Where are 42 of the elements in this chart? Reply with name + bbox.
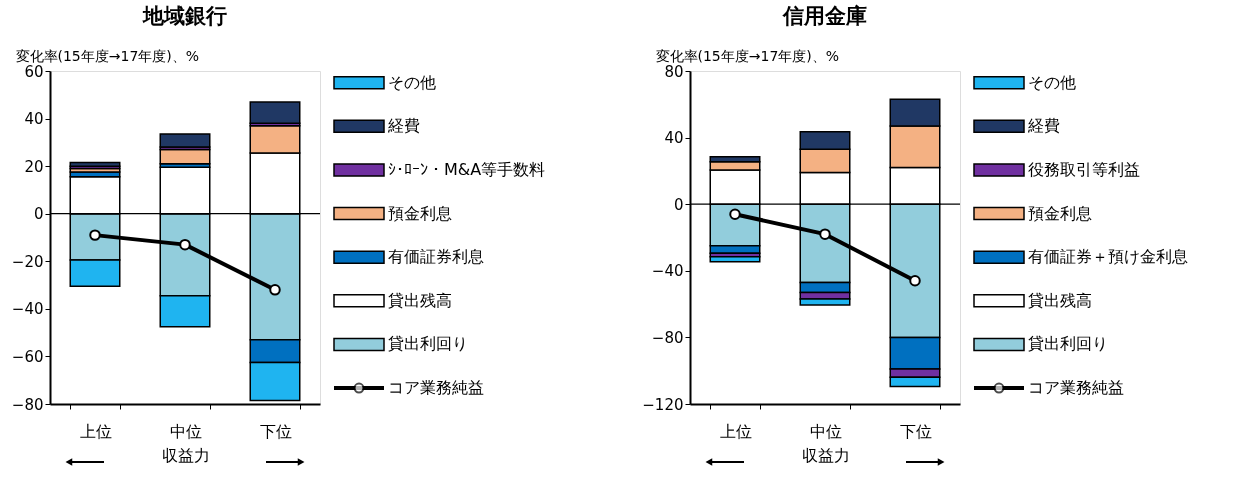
x-tick-label: 中位 [169,421,202,441]
legend-label: コア業務純益 [388,378,484,398]
x-tick-label: 上位 [79,421,112,441]
legend-label: 有価証券利息 [388,247,484,267]
legend-label: 役務取引等利益 [1028,159,1140,179]
y-tick-label: 40 [664,129,684,148]
y-tick-label: −80 [651,328,684,347]
y-tick-label: −80 [11,395,44,414]
chart-title: 地域銀行 [142,4,227,28]
x-tick-label: 上位 [719,421,752,441]
y-tick-label: −40 [651,262,684,281]
y-tick-label: 60 [24,62,44,81]
y-tick-label: 0 [33,205,44,224]
y-tick-label: 40 [24,110,44,129]
legend-label: 経費 [387,116,420,136]
x-tick-label: 下位 [899,421,932,441]
legend-label: ｼ･ﾛｰﾝ・M&A等手数料 [388,159,546,179]
legend-label: 貸出利回り [388,334,468,354]
y-tick-label: 80 [664,62,684,81]
y-tick-label: 0 [673,195,684,214]
legend-label: 預金利息 [388,203,452,223]
legend-label: 経費 [1027,116,1060,136]
x-axis-title: 収益力 [801,445,850,465]
legend-label: 貸出利回り [1028,334,1108,354]
chart-title: 信用金庫 [782,4,867,28]
legend-label: その他 [1028,72,1076,92]
x-tick-label: 中位 [809,421,842,441]
legend-label: 貸出残高 [388,290,452,310]
y-tick-label: −120 [642,395,684,414]
y-tick-label: −40 [11,300,44,319]
y-tick-label: −60 [11,347,44,366]
x-axis-title: 収益力 [161,445,210,465]
y-tick-label: 20 [24,157,44,176]
y-axis-title: 変化率(15年度→17年度)、% [655,47,840,64]
legend-label: コア業務純益 [1028,378,1124,398]
y-tick-label: −20 [11,252,44,271]
legend-label: 預金利息 [1028,203,1092,223]
legend-label: その他 [388,72,436,92]
legend-label: 貸出残高 [1028,290,1092,310]
legend-label: 有価証券＋預け金利息 [1028,247,1188,267]
x-tick-label: 下位 [259,421,292,441]
y-axis-title: 変化率(15年度→17年度)、% [15,47,200,64]
